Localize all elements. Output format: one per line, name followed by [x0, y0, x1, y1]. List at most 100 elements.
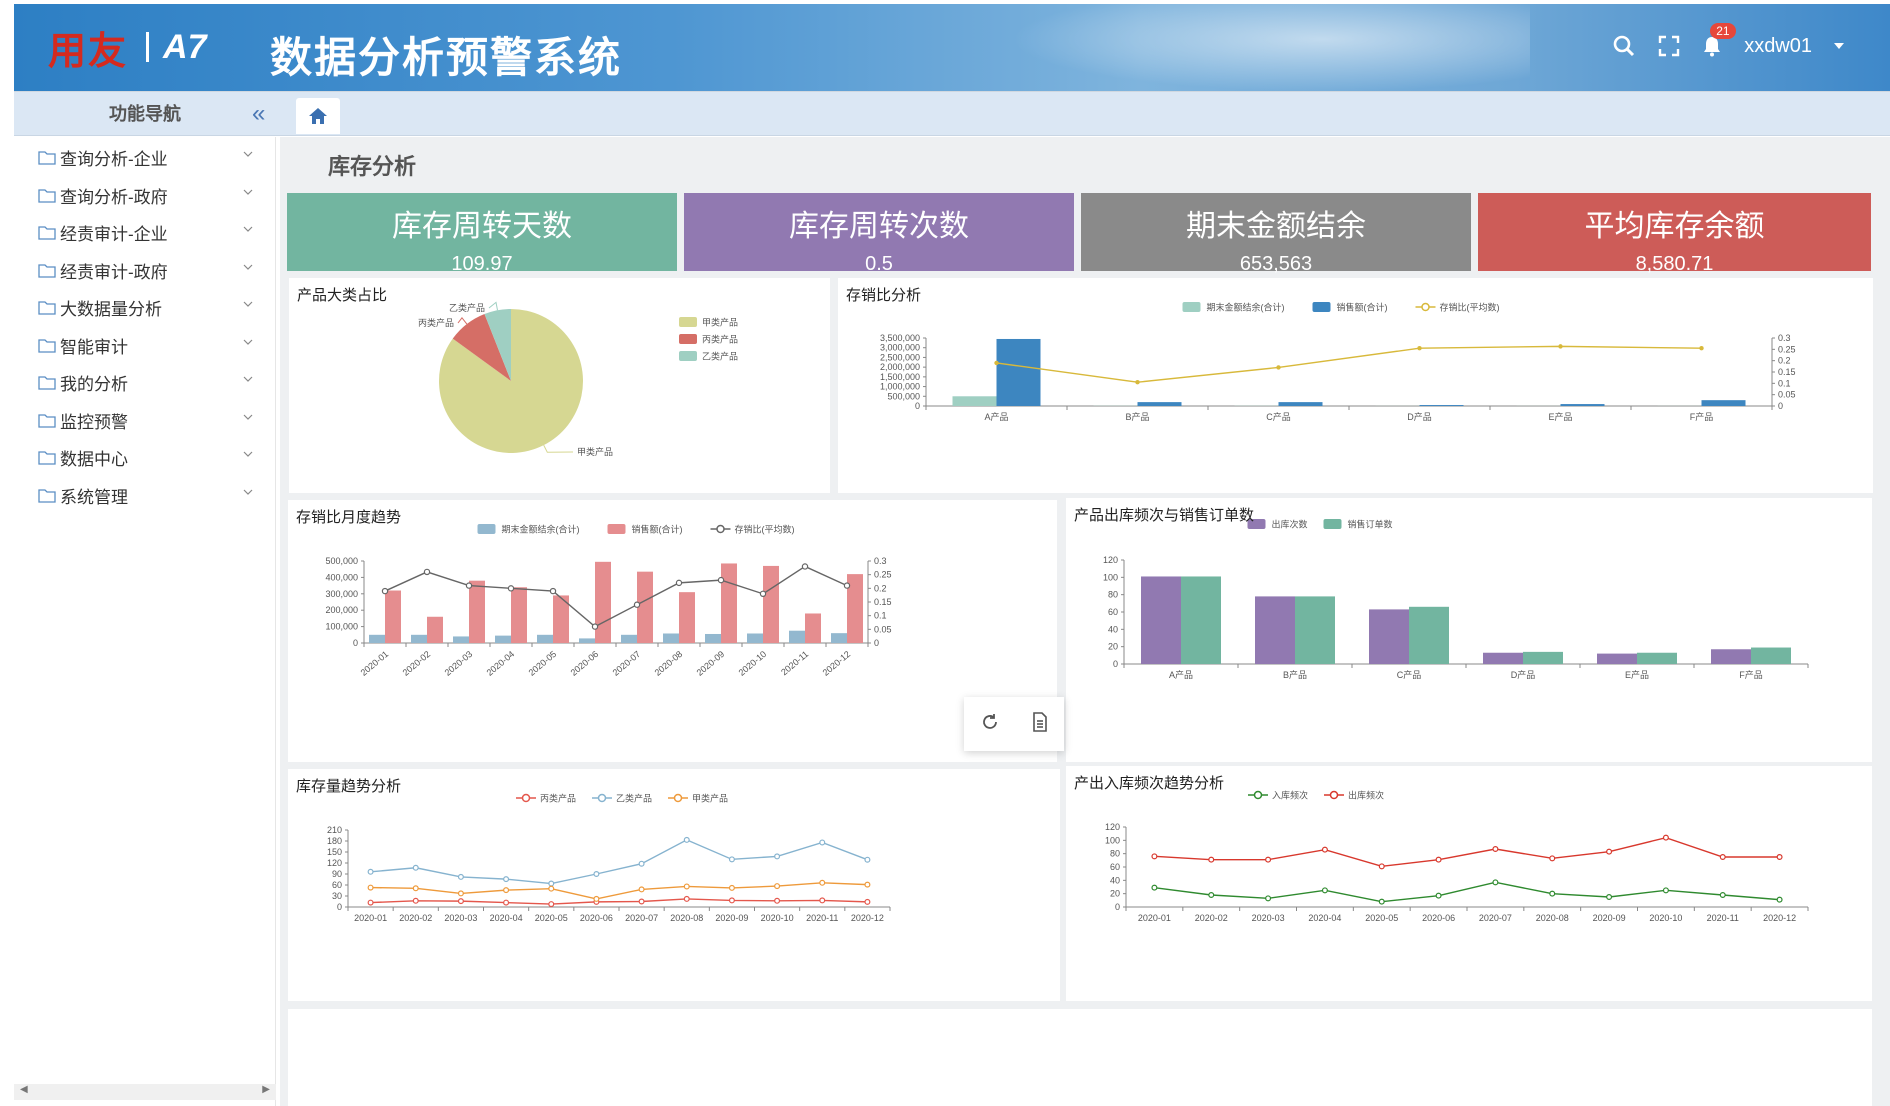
x-tick-label: A产品: [984, 411, 1008, 422]
line-point: [381, 587, 389, 595]
search-icon[interactable]: [1612, 34, 1636, 58]
line-point: [728, 856, 735, 863]
y-tick-label: 500,000: [887, 391, 920, 401]
line-point: [423, 568, 431, 576]
legend-label: 出库频次: [1348, 790, 1384, 801]
kpi-value: 653,563: [1239, 253, 1313, 275]
legend-marker: [679, 317, 697, 327]
pie-slice: [452, 314, 511, 381]
line-point: [675, 579, 683, 587]
folder-icon: [38, 339, 56, 353]
sidebar-menu-item[interactable]: 经责审计-政府: [14, 252, 275, 290]
bar: [721, 563, 737, 643]
chevron-down-icon: [243, 339, 253, 345]
x-tick-label: 2020-11: [1707, 913, 1739, 923]
user-menu-caret-icon[interactable]: [1834, 43, 1844, 49]
x-tick-label: C产品: [1397, 669, 1422, 680]
bar: [1369, 609, 1409, 664]
line-point: [465, 582, 473, 589]
bar: [952, 396, 997, 406]
y2-tick-label: 0.2: [1778, 356, 1791, 366]
x-tick-label: 2020-02: [1195, 913, 1228, 923]
y-tick-label: 20: [1110, 889, 1120, 899]
y2-tick-label: 0.25: [874, 570, 892, 580]
line-point: [774, 883, 781, 890]
line-point: [1151, 853, 1158, 860]
app-title: 数据分析预警系统: [270, 34, 623, 81]
pie-label: 乙类产品: [449, 302, 485, 313]
legend-marker: [597, 793, 607, 803]
line-point: [548, 880, 555, 887]
line-point: [819, 839, 826, 846]
sidebar-menu-item[interactable]: 查询分析-企业: [14, 139, 275, 177]
line-point: [367, 884, 374, 891]
sidebar-menu-item[interactable]: 查询分析-政府: [14, 177, 275, 215]
bar: [1483, 652, 1523, 664]
bar: [1711, 649, 1751, 664]
bar: [453, 636, 469, 643]
sidebar-menu-item[interactable]: 数据中心: [14, 439, 275, 477]
bell-icon: [1704, 37, 1721, 57]
sidebar-menu-item[interactable]: 系统管理: [14, 477, 275, 515]
refresh-icon[interactable]: [980, 712, 1000, 737]
sidebar-menu-item[interactable]: 大数据量分析: [14, 289, 275, 327]
line-point: [638, 886, 645, 893]
collapse-sidebar-icon[interactable]: «: [252, 100, 266, 127]
x-tick-label: E产品: [1548, 411, 1572, 422]
line-point: [759, 590, 767, 598]
line-point: [1135, 380, 1140, 385]
y-tick-label: 20: [1108, 642, 1118, 652]
x-tick-label: 2020-01: [359, 649, 391, 678]
line-point: [503, 887, 510, 894]
chevron-down-icon: [243, 376, 253, 382]
inout-trend-panel: 入库频次 出库频次 0 20 40 60 80 100 120 2020-01 2020-02 202…: [1066, 766, 1872, 1001]
x-tick-label: 2020-08: [670, 913, 703, 923]
kpi-turnover-days: 库存周转天数 109.97: [287, 193, 677, 275]
sidebar-menu-item[interactable]: 经责审计-企业: [14, 214, 275, 252]
x-tick-label: 2020-10: [761, 913, 794, 923]
line-point: [1321, 887, 1328, 894]
user-name[interactable]: xxdw01: [1744, 34, 1812, 57]
x-tick-label: F产品: [1739, 669, 1763, 680]
bar: [595, 561, 611, 643]
scroll-right-icon[interactable]: ▶: [262, 1084, 270, 1095]
line-point: [503, 899, 510, 906]
y-tick-label: 500,000: [325, 556, 358, 566]
bar: [805, 613, 821, 643]
legend-label: 丙类产品: [702, 334, 738, 345]
home-tab[interactable]: [296, 98, 340, 134]
x-tick-label: 2020-06: [580, 913, 613, 923]
sidebar-horizontal-scrollbar[interactable]: ◀ ▶: [14, 1084, 276, 1100]
bar: [1409, 606, 1449, 664]
scroll-left-icon[interactable]: ◀: [20, 1084, 28, 1095]
bar: [495, 635, 511, 643]
y2-tick-label: 0.05: [1778, 390, 1796, 400]
document-icon[interactable]: [1031, 711, 1049, 737]
line-point: [864, 898, 871, 905]
fullscreen-icon[interactable]: [1658, 35, 1680, 57]
bar: [1255, 596, 1295, 664]
series-line: [370, 839, 868, 885]
line-point: [638, 860, 645, 867]
x-tick-label: 2020-12: [851, 913, 884, 923]
folder-icon: [38, 376, 56, 390]
notification-button[interactable]: 21: [1702, 23, 1736, 57]
line-point: [593, 895, 600, 902]
sidebar-menu-item[interactable]: 监控预警: [14, 402, 275, 440]
sidebar-menu-item[interactable]: 我的分析: [14, 364, 275, 402]
bar: [847, 574, 863, 643]
x-tick-label: 2020-05: [527, 649, 559, 678]
bar: [1295, 596, 1335, 664]
sidebar-menu-item[interactable]: 智能审计: [14, 327, 275, 365]
line-point: [819, 897, 826, 904]
folder-icon: [38, 264, 56, 278]
legend-label: 存销比(平均数): [735, 524, 795, 535]
legend-marker: [1323, 519, 1342, 529]
header-tools: 21 xxdw01: [1612, 23, 1844, 58]
x-tick-label: 2020-12: [821, 649, 853, 678]
folder-icon: [38, 451, 56, 465]
bar: [1181, 576, 1221, 664]
line-point: [728, 884, 735, 891]
y-tick-label: 180: [327, 836, 342, 846]
